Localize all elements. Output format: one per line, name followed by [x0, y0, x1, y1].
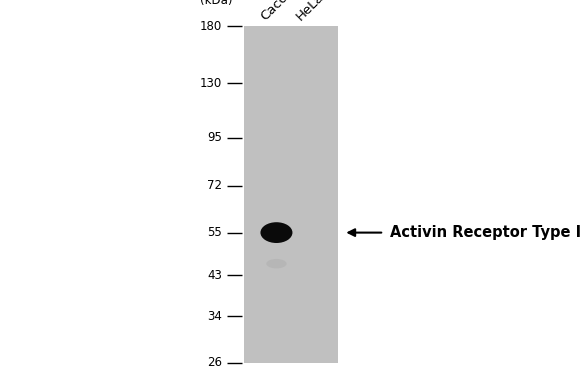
Bar: [244, 26, 338, 363]
Text: Activin Receptor Type IB: Activin Receptor Type IB: [390, 225, 582, 240]
Text: 26: 26: [207, 356, 222, 369]
Text: 34: 34: [207, 310, 222, 323]
Text: 95: 95: [207, 131, 222, 144]
Text: 72: 72: [207, 179, 222, 192]
Text: 130: 130: [200, 76, 222, 90]
Text: 180: 180: [200, 20, 222, 33]
Text: Caco-2: Caco-2: [258, 0, 300, 23]
Ellipse shape: [260, 222, 292, 243]
Text: 55: 55: [208, 226, 222, 239]
Text: 43: 43: [207, 269, 222, 282]
Text: MW
(kDa): MW (kDa): [200, 0, 233, 7]
Text: HeLa: HeLa: [293, 0, 327, 23]
Ellipse shape: [266, 259, 286, 268]
